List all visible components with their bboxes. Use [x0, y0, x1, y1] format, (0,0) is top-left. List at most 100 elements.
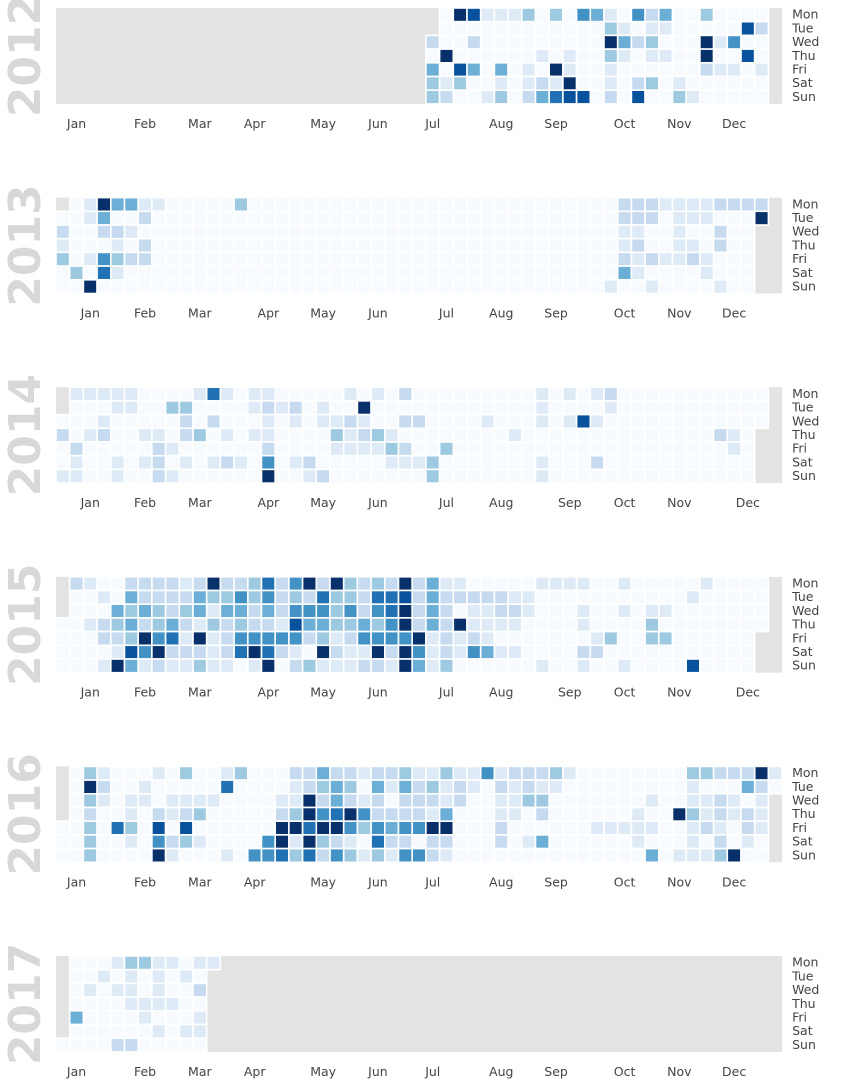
- day-cell: [137, 996, 153, 1012]
- day-cell: [192, 237, 208, 254]
- day-cell: [630, 644, 646, 660]
- day-cell: [452, 400, 468, 416]
- day-cell: [493, 210, 509, 226]
- day-cell: [520, 630, 537, 647]
- day-cell: [740, 806, 756, 822]
- day-cell: [507, 210, 523, 226]
- day-cell: [699, 89, 715, 105]
- day-cell: [616, 210, 633, 226]
- day-cell: [329, 224, 345, 240]
- day-cell: [507, 20, 523, 37]
- day-cell: [452, 251, 468, 267]
- day-cell: [685, 575, 701, 592]
- day-cell: [55, 278, 71, 295]
- day-cell: [534, 454, 550, 471]
- day-cell: [452, 34, 468, 50]
- day-cell: [520, 427, 537, 443]
- day-cell: [411, 210, 427, 226]
- day-cell: [548, 834, 564, 850]
- day-cell: [630, 75, 646, 91]
- day-cell: [137, 237, 153, 254]
- day-cell: [151, 237, 167, 254]
- day-label-fri: Fri: [792, 1009, 807, 1024]
- day-cell: [192, 441, 208, 457]
- day-cell: [575, 386, 592, 402]
- day-cell: [589, 427, 605, 443]
- day-cell: [123, 210, 139, 226]
- day-cell: [151, 820, 167, 836]
- day-cell: [520, 75, 537, 91]
- day-cell: [315, 441, 331, 457]
- day-cell: [740, 224, 756, 240]
- day-cell: [548, 589, 564, 605]
- day-cell: [192, 779, 208, 795]
- day-cell: [507, 603, 523, 619]
- day-cell: [452, 7, 468, 23]
- day-cell: [671, 617, 687, 633]
- day-cell: [740, 454, 756, 471]
- day-cell: [82, 210, 98, 226]
- day-cell: [288, 278, 304, 295]
- day-cell: [466, 630, 482, 647]
- day-cell: [82, 454, 98, 471]
- day-cell: [466, 792, 482, 809]
- day-cell: [589, 792, 605, 809]
- day-cell: [164, 968, 181, 985]
- day-cell: [534, 427, 550, 443]
- day-cell: [671, 630, 687, 647]
- day-cell: [178, 1023, 194, 1039]
- day-cell: [164, 427, 181, 443]
- day-cell: [438, 617, 455, 633]
- day-cell: [96, 413, 112, 430]
- day-cell: [466, 427, 482, 443]
- day-cell: [151, 468, 167, 484]
- day-cell: [370, 454, 386, 471]
- day-cell: [192, 224, 208, 240]
- day-cell: [96, 427, 112, 443]
- day-cell: [520, 820, 537, 836]
- day-cell: [192, 386, 208, 402]
- day-cell: [411, 765, 427, 781]
- day-cell: [370, 765, 386, 781]
- day-cell: [589, 779, 605, 795]
- day-cell: [274, 820, 290, 836]
- day-cell: [630, 61, 646, 78]
- day-cell: [575, 400, 592, 416]
- day-cell: [479, 89, 496, 105]
- day-cell: [479, 806, 496, 822]
- day-cell: [562, 617, 578, 633]
- day-cell: [301, 575, 318, 592]
- day-cell: [68, 237, 85, 254]
- day-cell: [96, 196, 112, 213]
- day-cell: [466, 779, 482, 795]
- day-cell: [315, 820, 331, 836]
- day-cell: [288, 413, 304, 430]
- day-cell: [219, 224, 235, 240]
- day-cell: [329, 468, 345, 484]
- day-cell: [178, 386, 194, 402]
- day-cell: [397, 468, 413, 484]
- day-cell: [68, 765, 85, 781]
- day-cell: [151, 834, 167, 850]
- day-cell: [671, 779, 687, 795]
- day-cell: [260, 617, 276, 633]
- month-label-may: May: [310, 116, 336, 131]
- day-cell: [397, 454, 413, 471]
- day-cell: [178, 427, 194, 443]
- day-cell: [301, 589, 318, 605]
- day-cell: [123, 454, 139, 471]
- day-cell: [712, 617, 729, 633]
- day-cell: [712, 575, 729, 592]
- day-cell: [68, 792, 85, 809]
- day-cell: [685, 820, 701, 836]
- day-cell: [329, 196, 345, 213]
- day-cell: [96, 644, 112, 660]
- day-cell: [151, 644, 167, 660]
- day-cell: [603, 765, 619, 781]
- day-cell: [164, 644, 181, 660]
- day-cell: [137, 955, 153, 971]
- day-cell: [68, 644, 85, 660]
- day-cell: [548, 847, 564, 864]
- day-cell: [247, 454, 263, 471]
